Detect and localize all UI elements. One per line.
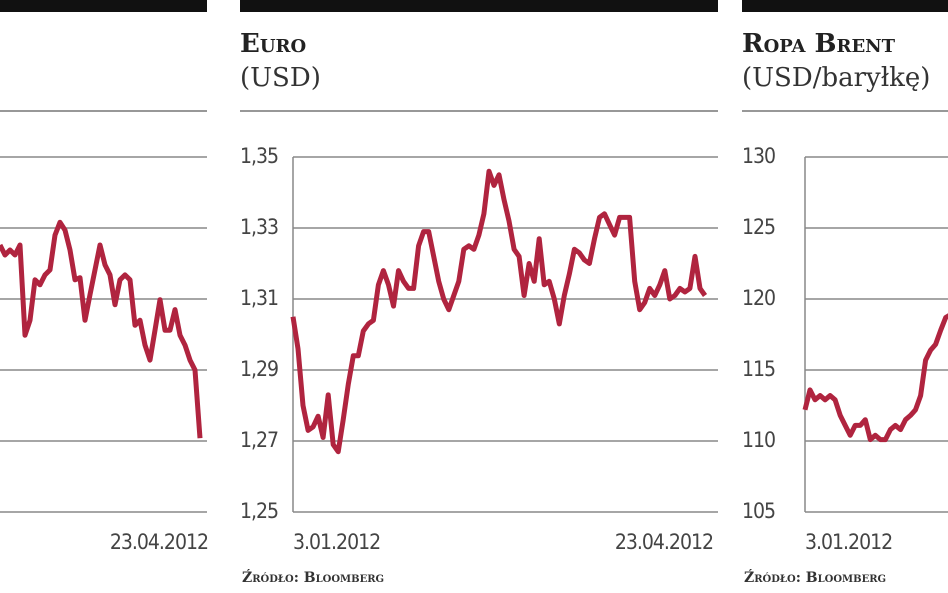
y-tick-label: 125 (742, 215, 775, 239)
y-tick-label: 130 (742, 144, 775, 168)
chart-title: Ropa Brent (742, 29, 896, 59)
header-bar (742, 0, 948, 12)
x-tick-label: 3.01.2012 (805, 530, 892, 554)
y-tick-label: 1,25 (240, 499, 278, 523)
header-bar (240, 0, 718, 12)
line-series (802, 313, 948, 443)
y-tick-label: 120 (742, 286, 775, 310)
line-series (290, 168, 708, 455)
chart-subtitle: (USD) (240, 63, 321, 93)
y-tick-label: 1,35 (240, 144, 278, 168)
source: Źródło: Bloomberg (242, 568, 384, 586)
y-tick-label: 105 (742, 499, 775, 523)
y-tick-label: 110 (742, 428, 775, 452)
chart-subtitle: (USD/baryłkę) (742, 63, 930, 93)
y-tick-label: 1,33 (240, 215, 278, 239)
y-tick-label: 115 (742, 357, 775, 381)
y-tick-label: 1,31 (240, 286, 278, 310)
y-tick-label: 1,27 (240, 428, 278, 452)
x-tick-label: 23.04.2012 (615, 530, 713, 554)
x-tick-label: 3.01.2012 (293, 530, 380, 554)
source: Źródło: Bloomberg (744, 568, 886, 586)
x-tick-label: 23.04.2012 (110, 530, 208, 554)
header-bar (0, 0, 207, 12)
chart-title: Euro (240, 29, 306, 59)
y-tick-label: 1,29 (240, 357, 278, 381)
line-series (0, 219, 203, 439)
